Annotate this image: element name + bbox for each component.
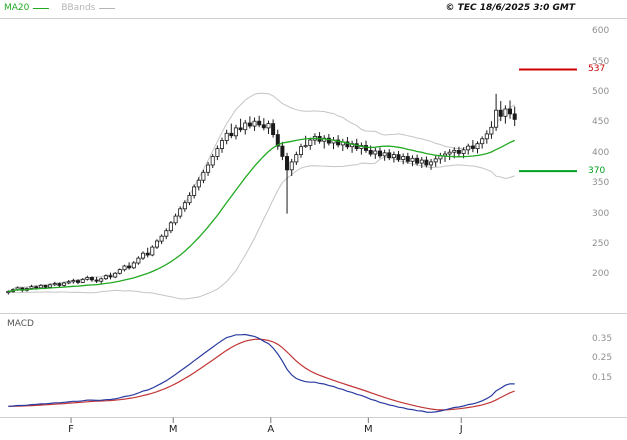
level-label: 370 — [588, 166, 606, 177]
price-axis-label: 450 — [592, 117, 610, 128]
legend-item-ma20: MA20 — [4, 3, 50, 13]
month-label: A — [267, 424, 275, 435]
ma20-label: MA20 — [4, 3, 30, 13]
price-axis-label: 250 — [592, 239, 610, 250]
month-label: J — [459, 424, 463, 435]
month-label: M — [168, 424, 178, 435]
month-label: F — [68, 424, 74, 435]
bbands-label: BBands — [61, 3, 96, 13]
ma20-line-swatch — [33, 7, 50, 9]
macd-axis-label: 0.15 — [592, 372, 613, 383]
price-axis-label: 300 — [592, 208, 610, 219]
price-axis-label: 600 — [592, 26, 610, 37]
bbands-line-swatch — [99, 7, 116, 9]
macd-panel-label: MACD — [7, 319, 34, 329]
price-axis-label: 550 — [592, 56, 610, 67]
chart-legend: MA20 BBands — [4, 3, 116, 13]
legend-item-bbands: BBands — [61, 3, 116, 13]
macd-axis-label: 0.35 — [592, 334, 613, 345]
month-label: M — [364, 424, 373, 435]
price-axis-label: 400 — [592, 147, 610, 158]
price-axis-label: 500 — [592, 86, 610, 97]
price-axis-label: 200 — [592, 269, 610, 280]
copyright-text: © TEC 18/6/2025 3:0 GMT — [445, 3, 575, 13]
price-axis-label: 350 — [592, 178, 610, 189]
macd-axis-label: 0.25 — [592, 353, 613, 364]
level-label: 537 — [588, 64, 606, 75]
